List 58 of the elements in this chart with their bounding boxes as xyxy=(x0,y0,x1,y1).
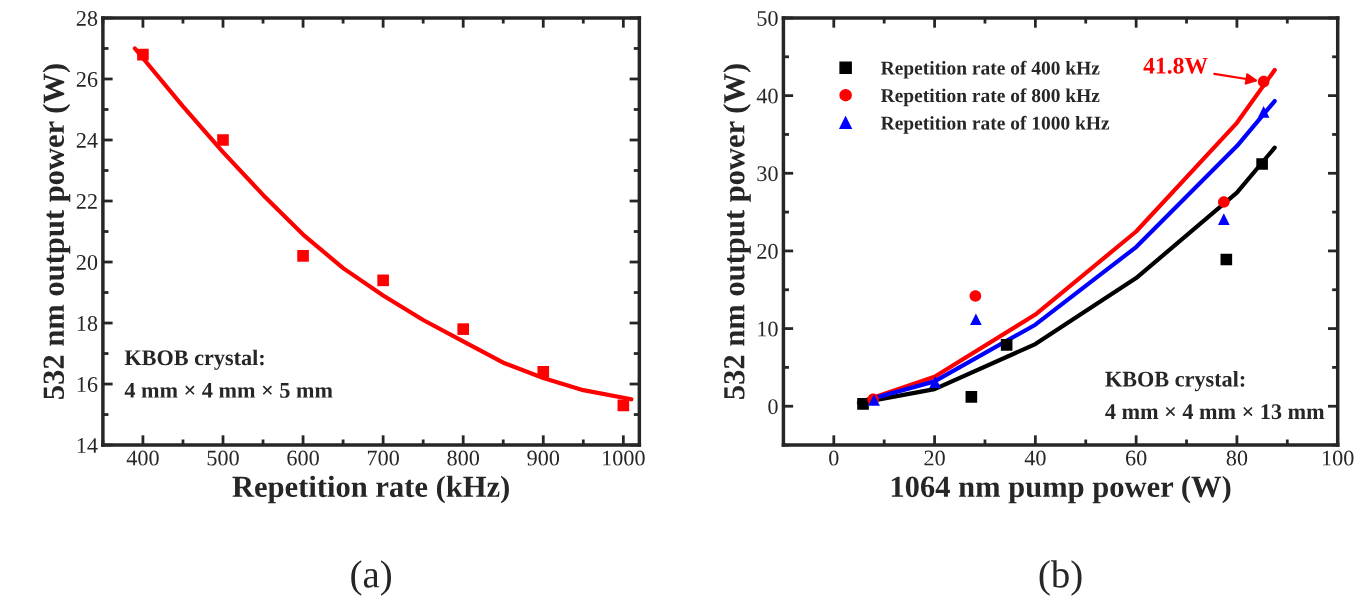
x-tick-label: 40 xyxy=(1024,450,1046,466)
point xyxy=(965,391,978,403)
x-tick-label: 80 xyxy=(1226,450,1248,466)
point xyxy=(1000,339,1013,351)
point xyxy=(1220,253,1233,266)
y-tick-label: 50 xyxy=(757,10,778,26)
legend-label: Repetition rate of 800 kHz xyxy=(880,88,1100,107)
x-axis-title: 1064 nm pump power (W) xyxy=(891,475,1231,504)
annotation: 41.8W xyxy=(1143,57,1208,74)
y-tick-label: 10 xyxy=(758,321,778,337)
point xyxy=(970,313,982,326)
point xyxy=(137,48,149,61)
x-tick-label: 700 xyxy=(367,450,399,466)
point xyxy=(537,366,550,378)
y-tick-label: 16 xyxy=(77,377,98,392)
y-tick-label: 20 xyxy=(757,243,778,259)
x-tick-label: 900 xyxy=(527,450,560,466)
point xyxy=(297,250,309,262)
x-tick-label: 1000 xyxy=(603,450,645,466)
legend-label: Repetition rate of 1000 kHz xyxy=(880,115,1110,134)
text: (a) xyxy=(351,560,391,596)
x-tick-label: 100 xyxy=(1322,450,1354,466)
y-tick-label: 40 xyxy=(756,88,778,104)
x-tick-label: 60 xyxy=(1125,450,1147,466)
point xyxy=(617,399,630,412)
y-tick-label: 28 xyxy=(76,10,98,26)
point xyxy=(457,323,470,335)
point xyxy=(969,290,982,302)
point xyxy=(377,274,389,287)
point xyxy=(1257,106,1270,118)
x-axis-title: Repetition rate (kHz) xyxy=(232,475,509,504)
point xyxy=(929,376,941,388)
y-tick-label: 20 xyxy=(76,254,98,270)
y-axis-title: 532 nm output power (W) xyxy=(42,64,71,399)
point xyxy=(217,134,229,146)
legend-label: Repetition rate of 400 kHz xyxy=(880,60,1100,79)
point xyxy=(1257,75,1270,88)
point xyxy=(857,398,869,410)
x-tick-label: 20 xyxy=(924,450,945,466)
y-tick-label: 26 xyxy=(76,71,98,87)
y-tick-label: 24 xyxy=(76,132,98,148)
text: (b) xyxy=(1039,560,1082,596)
x-tick-label: 0 xyxy=(829,450,839,466)
y-axis-title: 532 nm output power (W) xyxy=(723,64,751,399)
annotation: KBOB crystal: 4 mm × 4 mm × 5 mm xyxy=(124,349,333,398)
y-tick-label: 18 xyxy=(77,315,98,331)
y-tick-label: 0 xyxy=(768,399,778,415)
x-tick-label: 800 xyxy=(447,450,480,466)
y-tick-label: 22 xyxy=(76,194,97,209)
point xyxy=(1256,158,1268,170)
annotation: KBOB crystal: 4 mm × 4 mm × 13 mm xyxy=(1105,371,1325,420)
point xyxy=(1218,196,1230,208)
y-tick-label: 30 xyxy=(757,166,778,182)
point xyxy=(1218,213,1230,225)
y-tick-label: 14 xyxy=(77,438,98,453)
x-tick-label: 500 xyxy=(207,450,239,466)
x-tick-label: 400 xyxy=(126,450,159,466)
x-tick-label: 600 xyxy=(287,450,319,466)
